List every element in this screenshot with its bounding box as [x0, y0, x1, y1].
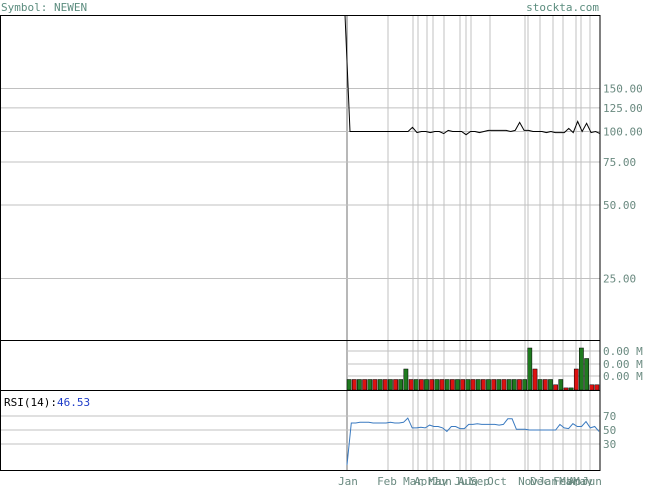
panel-frame [0, 15, 601, 341]
volume-bar [393, 379, 398, 391]
month-label: Jan [338, 475, 358, 486]
volume-bar [568, 387, 574, 391]
volume-panel [346, 347, 600, 391]
volume-bar [408, 379, 414, 391]
volume-bar [470, 379, 476, 391]
volume-tick-label: 0.00 M [603, 370, 643, 383]
price-tick-label: 125.00 [603, 102, 643, 115]
volume-tick-label: 0.00 M [603, 345, 643, 358]
volume-bar [413, 379, 419, 391]
volume-bar [537, 379, 543, 391]
rsi-line [346, 417, 600, 466]
volume-bar [424, 379, 429, 391]
volume-bar [480, 379, 486, 391]
month-label: Sep [470, 475, 490, 486]
volume-bar [398, 379, 404, 391]
symbol-label: Symbol: NEWEN [1, 1, 87, 14]
volume-bar [491, 379, 497, 391]
site-label: stockta.com [526, 1, 599, 14]
month-label: Dec [530, 475, 550, 486]
volume-bar [563, 387, 569, 391]
gridlines [0, 15, 600, 470]
volume-bar [506, 379, 512, 391]
price-line [344, 14, 601, 136]
volume-bar [434, 379, 440, 391]
rsi-panel [346, 417, 600, 466]
volume-bar [558, 379, 564, 391]
month-label: Mar [403, 475, 423, 486]
volume-bar [542, 379, 548, 391]
volume-bar [511, 379, 517, 391]
price-tick-label: 150.00 [603, 83, 643, 96]
volume-bar [351, 379, 357, 391]
month-label: Feb [553, 475, 573, 486]
volume-bar [522, 379, 528, 391]
volume-bar [573, 368, 579, 391]
volume-bar [372, 379, 378, 391]
volume-bar [367, 379, 373, 391]
panel-frames [0, 15, 601, 471]
month-label: Jun [432, 475, 452, 486]
volume-tick-label: 0.00 M [603, 358, 643, 371]
month-label: Apr [568, 475, 588, 486]
volume-bar [362, 379, 367, 391]
volume-bar [419, 379, 424, 391]
volume-bar [475, 379, 481, 391]
price-tick-label: 75.00 [603, 156, 636, 169]
rsi-tick-label: 50 [603, 424, 616, 437]
month-label: Oct [487, 475, 507, 486]
volume-bar [429, 379, 435, 391]
volume-bar [450, 379, 455, 391]
volume-bar [486, 379, 491, 391]
rsi-value: 46.53 [57, 396, 90, 409]
volume-bar [346, 379, 352, 391]
price-tick-label: 50.00 [603, 199, 636, 212]
panel-frame [0, 390, 601, 471]
volume-bar [496, 379, 502, 391]
volume-bar [444, 379, 450, 391]
volume-bar [439, 379, 445, 391]
rsi-tick-label: 70 [603, 410, 616, 423]
volume-bar [403, 368, 409, 391]
volume-bar [579, 347, 584, 391]
volume-bar [517, 379, 522, 391]
rsi-tick-label: 30 [603, 438, 616, 451]
volume-bar [589, 384, 595, 391]
volume-bar [357, 379, 362, 391]
volume-bar [455, 379, 460, 391]
month-label: May [428, 475, 448, 486]
volume-bar [584, 358, 589, 391]
volume-bar [532, 368, 538, 391]
volume-bar [594, 384, 600, 391]
price-tick-label: 100.00 [603, 126, 643, 139]
month-label: Jan [538, 475, 558, 486]
month-label: Jul [454, 475, 474, 486]
volume-bar [382, 379, 388, 391]
month-label: Nov [518, 475, 538, 486]
rsi-label: RSI(14):46.53 [4, 396, 90, 409]
month-label: Apr [414, 475, 434, 486]
volume-bar [527, 347, 533, 391]
month-label: May [573, 475, 593, 486]
volume-bar [377, 379, 383, 391]
volume-bar [460, 379, 466, 391]
month-label: Mar [559, 475, 579, 486]
month-label: Jun [582, 475, 602, 486]
volume-bar [548, 379, 553, 391]
volume-bar [388, 379, 393, 391]
volume-bar [553, 384, 558, 391]
volume-bar [501, 379, 507, 391]
month-label: Aug [458, 475, 478, 486]
rsi-name: RSI(14): [4, 396, 57, 409]
price-panel [344, 14, 601, 136]
price-tick-label: 25.00 [603, 273, 636, 286]
volume-bar [465, 379, 471, 391]
month-label: Feb [377, 475, 397, 486]
